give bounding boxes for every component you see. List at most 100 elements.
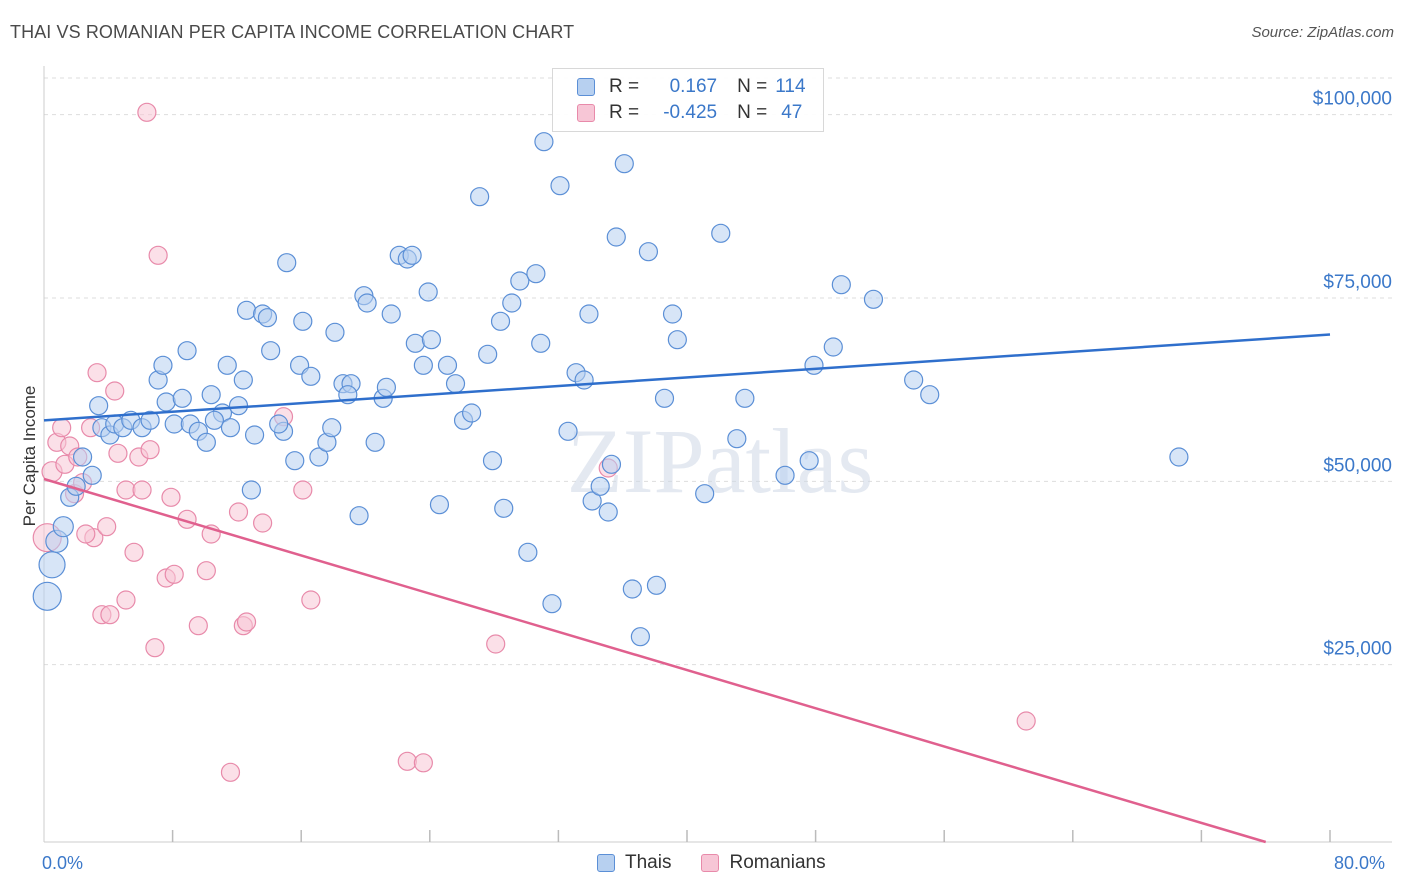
thais-point — [478, 344, 498, 364]
thais-point — [72, 447, 93, 467]
thais-point — [257, 308, 278, 328]
thais-point — [196, 432, 216, 452]
romanians-point — [97, 517, 117, 537]
romanians-point — [293, 480, 313, 500]
romanians-point — [76, 524, 96, 544]
romanians-point — [124, 542, 144, 562]
romanians-point — [253, 513, 273, 533]
thais-point — [622, 579, 642, 599]
thais-point — [695, 484, 715, 504]
thais-point — [381, 304, 401, 324]
thais-point — [285, 451, 305, 471]
romanians-point — [196, 561, 216, 581]
thais-point — [421, 330, 442, 350]
romanians-point — [100, 605, 120, 625]
n-label: N = — [737, 76, 768, 97]
thais-point — [52, 516, 74, 538]
thais-point — [582, 491, 602, 511]
thais-point — [322, 418, 342, 438]
thais-point — [470, 187, 490, 207]
series-legend: Thais Romanians — [597, 852, 856, 874]
thais-point — [863, 289, 884, 309]
thais-point — [831, 275, 851, 295]
thais-swatch — [577, 78, 595, 96]
thais-point — [494, 498, 514, 518]
thais-point — [590, 476, 610, 496]
thais-point — [482, 451, 503, 471]
romanians-point — [188, 616, 208, 636]
thais-point — [38, 551, 66, 579]
thais-point — [153, 355, 173, 375]
thais-point — [510, 271, 530, 291]
thais-point — [177, 341, 197, 361]
romanians-point — [116, 590, 136, 610]
thais-point — [349, 506, 369, 526]
thais-point — [413, 355, 433, 375]
thais-point — [630, 627, 650, 647]
thais-point — [376, 377, 396, 397]
trend-lines — [43, 333, 1331, 844]
romanians-point — [236, 612, 257, 632]
thais-point — [437, 355, 458, 375]
thais-legend-label: Thais — [625, 852, 672, 873]
source-note: Source: ZipAtlas.com — [1251, 24, 1394, 41]
x-tick-min: 0.0% — [42, 853, 84, 873]
thais-point — [236, 300, 257, 320]
thais-point — [518, 542, 538, 562]
thais-point — [735, 388, 755, 408]
thais-point — [579, 304, 599, 324]
romanians-point — [137, 102, 157, 122]
romanians-point — [87, 363, 107, 383]
thais-point — [402, 245, 422, 265]
thais-points — [32, 132, 1189, 647]
romanians-point — [132, 480, 152, 500]
romanians-point — [105, 381, 125, 401]
thais-point — [220, 418, 241, 438]
n-value: 47 — [781, 102, 803, 123]
thais-point — [228, 396, 249, 416]
thais-point — [301, 366, 321, 386]
thais-point — [164, 414, 184, 434]
thais-point — [654, 388, 675, 408]
y-tick-label: $50,000 — [1323, 455, 1392, 476]
thais-point — [601, 454, 622, 474]
thais-point — [711, 223, 731, 243]
thais-point — [461, 403, 482, 423]
legend-item-thais[interactable]: Thais — [597, 852, 671, 874]
thais-point — [667, 330, 687, 350]
romanians-point — [228, 502, 249, 522]
romanians-point — [145, 638, 165, 658]
thais-point — [201, 385, 221, 405]
romanians-legend-swatch — [701, 854, 720, 872]
thais-point — [357, 293, 377, 313]
legend-row-thais: R = 0.167 N = 114 — [577, 74, 806, 100]
romanians-trend-line — [43, 477, 1267, 844]
thais-point — [542, 594, 562, 614]
romanians-point — [1016, 711, 1036, 731]
r-label: R = — [609, 76, 640, 97]
thais-point — [261, 341, 281, 361]
thais-point — [920, 385, 940, 405]
thais-point — [526, 264, 546, 284]
thais-point — [823, 337, 843, 357]
romanians-point — [397, 751, 417, 771]
thais-point — [233, 370, 253, 390]
y-tick-label: $100,000 — [1313, 89, 1392, 110]
romanians-swatch — [577, 104, 595, 122]
romanians-points — [32, 102, 1036, 782]
thais-point — [606, 227, 626, 247]
thais-point — [293, 311, 313, 331]
thais-point — [82, 465, 102, 485]
axes — [43, 66, 1392, 843]
thais-point — [32, 581, 62, 611]
thais-point — [172, 388, 192, 408]
thais-point — [799, 451, 819, 471]
thais-point — [325, 322, 345, 342]
legend-item-romanians[interactable]: Romanians — [701, 852, 826, 874]
stats-legend: R = 0.167 N = 114 R = -0.425 N = 47 — [552, 68, 824, 132]
thais-point — [662, 304, 683, 324]
thais-point — [1169, 447, 1189, 467]
thais-point — [156, 392, 176, 412]
thais-point — [614, 154, 634, 174]
romanians-point — [140, 440, 160, 460]
